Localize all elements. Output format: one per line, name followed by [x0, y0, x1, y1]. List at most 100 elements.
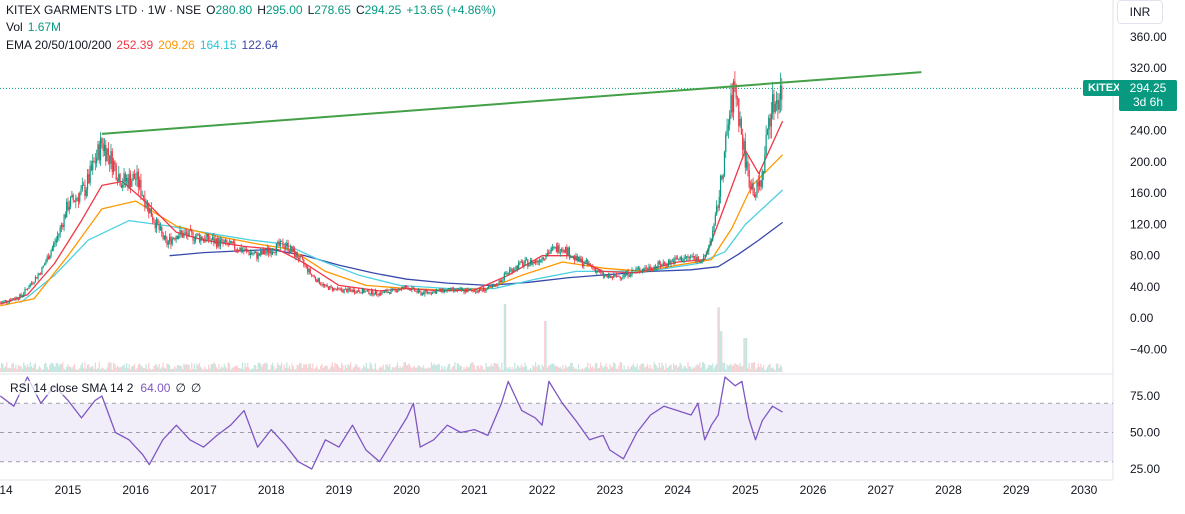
- candle-body: [172, 238, 175, 240]
- candle-body: [396, 290, 399, 293]
- volume-bar: [572, 366, 574, 372]
- time-tick-label: 2027: [867, 483, 894, 497]
- volume-bar: [576, 369, 578, 372]
- volume-bar: [716, 363, 718, 372]
- volume-bar: [335, 363, 337, 372]
- volume-bar: [617, 368, 619, 372]
- price-tick-label: 200.00: [1130, 155, 1167, 169]
- volume-bar: [635, 367, 637, 372]
- volume-bar: [243, 369, 245, 372]
- volume-bar: [528, 369, 530, 372]
- volume-bar: [637, 369, 640, 372]
- open-label: O: [206, 3, 216, 17]
- candle-body: [273, 251, 275, 253]
- volume-bar: [684, 366, 686, 372]
- volume-bar: [157, 367, 159, 372]
- volume-bar: [41, 369, 43, 372]
- volume-bar: [663, 369, 666, 372]
- volume-bar: [0, 362, 3, 372]
- rsi-ma2-value: ∅: [190, 381, 202, 395]
- candle-body: [759, 180, 761, 187]
- volume-bar: [331, 362, 334, 372]
- candle-body: [766, 129, 769, 135]
- volume-bar: [129, 369, 132, 372]
- volume-bar: [376, 369, 378, 372]
- volume-bar: [765, 369, 767, 372]
- volume-bar: [601, 365, 603, 372]
- volume-bar: [312, 363, 314, 372]
- trendline[interactable]: [101, 71, 922, 135]
- volume-bar: [640, 364, 642, 372]
- volume-bar: [337, 364, 339, 372]
- candle-body: [53, 243, 55, 248]
- volume-bar: [511, 367, 513, 372]
- candle-body: [128, 174, 130, 188]
- volume-bar: [633, 366, 636, 372]
- volume-bar: [766, 367, 769, 372]
- candle-body: [80, 188, 82, 194]
- volume-bar: [338, 366, 340, 372]
- volume-bar: [330, 365, 332, 372]
- rsi-legend[interactable]: RSI 14 close SMA 14 2 64.00 ∅ ∅: [8, 380, 206, 396]
- volume-bar: [266, 363, 268, 372]
- candle-body: [356, 290, 358, 293]
- candle-body: [282, 241, 284, 248]
- volume-bar: [679, 362, 681, 372]
- candle-body: [618, 276, 620, 277]
- volume-bar: [183, 363, 185, 372]
- candle-body: [275, 243, 277, 253]
- currency-button[interactable]: INR: [1117, 0, 1163, 24]
- low-label: L: [307, 3, 315, 17]
- candle-body: [391, 288, 393, 290]
- candle-body: [370, 290, 373, 294]
- ema-legend[interactable]: EMA 20/50/100/200 252.39 209.26 164.15 122.6…: [6, 37, 283, 53]
- volume-bar: [99, 369, 102, 372]
- candle-body: [701, 260, 703, 262]
- volume-bar: [83, 368, 85, 372]
- volume-bar: [198, 362, 201, 372]
- volume-bar: [622, 369, 624, 372]
- candle-body: [361, 288, 363, 294]
- volume-bar: [182, 369, 184, 372]
- volume-bar: [712, 363, 714, 372]
- volume-bar: [778, 367, 780, 372]
- candle-body: [364, 291, 366, 293]
- candle-body: [734, 81, 736, 85]
- candle-body: [687, 256, 689, 258]
- candle-body: [689, 256, 692, 258]
- candle-body: [68, 206, 70, 210]
- candle-body: [188, 229, 190, 237]
- volume-bar: [538, 365, 541, 372]
- candle-body: [167, 241, 169, 245]
- candle-body: [488, 286, 490, 289]
- price-tick-label: 120.00: [1130, 217, 1167, 231]
- volume-bar: [555, 366, 558, 372]
- volume-bar: [743, 338, 745, 372]
- volume-legend[interactable]: Vol 1.67M: [6, 19, 66, 35]
- volume-bar: [265, 362, 267, 372]
- candle-body: [291, 246, 293, 252]
- candle-body: [561, 249, 563, 253]
- trendline-segment: [101, 71, 922, 135]
- candle-body: [149, 208, 151, 214]
- rsi-ma1-value: ∅: [175, 381, 186, 395]
- candle-body: [408, 288, 410, 290]
- volume-bar: [314, 367, 317, 372]
- candle-body: [303, 259, 305, 265]
- candle-body: [132, 173, 134, 181]
- candle-body: [387, 292, 390, 293]
- candle-body: [154, 222, 156, 229]
- volume-bar: [223, 363, 225, 372]
- candle-body: [742, 134, 744, 150]
- candle-body: [344, 288, 347, 290]
- volume-bar: [709, 365, 711, 372]
- candle-body: [346, 288, 348, 293]
- candle-body: [204, 239, 206, 242]
- volume-bar: [290, 369, 292, 372]
- volume-bar: [678, 366, 680, 372]
- candle-body: [260, 250, 262, 256]
- volume-bar: [88, 364, 90, 372]
- volume-bar: [234, 366, 236, 372]
- symbol-title[interactable]: KITEX GARMENTS LTD · 1W · NSE: [6, 3, 202, 17]
